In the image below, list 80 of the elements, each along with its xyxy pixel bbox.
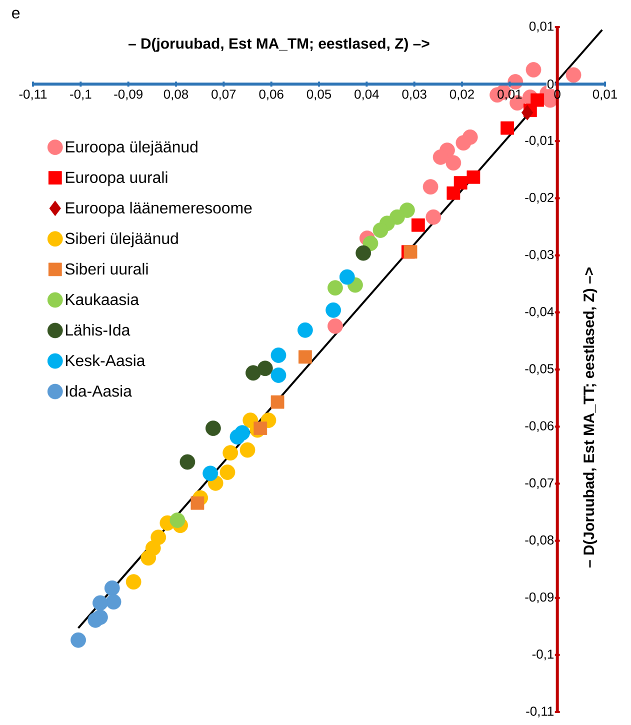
x-tick-label: -0,11 (19, 90, 47, 100)
x-tick-label: 0,02 (450, 90, 474, 100)
y-tick-label: -0,02 (525, 192, 554, 204)
point (190, 496, 204, 510)
point (270, 368, 286, 383)
x-tick-label: 0,06 (259, 90, 284, 100)
legend-label: Lähis-Ida (66, 324, 130, 336)
point (240, 442, 256, 458)
y-tick-label: -0,04 (525, 307, 554, 318)
legend-label: Euroopa ülejäänud (66, 140, 198, 156)
point (106, 594, 122, 610)
point (270, 395, 284, 409)
legend-label: Euroopa läänemeresoome (66, 202, 252, 217)
point (202, 466, 218, 482)
point (422, 179, 438, 195)
point (180, 454, 196, 470)
point (104, 580, 120, 596)
x-axis-title: – D(joruubad, Est MA_TM; eestlased, Z) –> (128, 38, 430, 52)
x-tick-label: 0,03 (402, 90, 426, 100)
y-tick-label: -0,01 (525, 136, 554, 147)
y-tick-label: -0,07 (525, 478, 554, 490)
x-tick-label: 0,07 (212, 90, 236, 100)
legend-label: Kesk-Aasia (66, 354, 146, 366)
point (298, 350, 312, 364)
point (88, 612, 104, 628)
y-tick-label: -0,11 (526, 706, 554, 718)
x-tick-label: 0,05 (306, 90, 332, 100)
legend-label: Siberi uurali (65, 262, 148, 275)
point (297, 322, 313, 338)
point (566, 67, 582, 83)
legend-label: Euroopa uurali (66, 171, 168, 186)
y-tick-label: -0,09 (525, 592, 554, 604)
point (446, 155, 462, 171)
y-tick-label: -0,08 (525, 535, 554, 546)
point (466, 170, 480, 184)
y-tick-label: -0,06 (525, 421, 554, 432)
point (326, 302, 342, 318)
chart-title: e (12, 10, 20, 19)
x-tick-label: -0,1 (70, 90, 92, 100)
point (246, 365, 261, 381)
point (222, 445, 238, 461)
y-tick-label: -0,05 (525, 364, 554, 375)
point (254, 422, 268, 435)
y-tick-label: 0 (547, 79, 554, 89)
point (411, 218, 425, 232)
point (426, 209, 442, 225)
point (356, 245, 372, 261)
x-tick-label: 0,01 (592, 90, 617, 100)
point (404, 245, 418, 259)
legend-label: Kaukaasia (66, 293, 140, 306)
point (220, 464, 236, 480)
point (372, 222, 388, 238)
x-tick-label: 0,08 (164, 90, 188, 100)
point (170, 512, 186, 528)
point (521, 104, 534, 120)
legend-label: Ida-Aasia (66, 385, 132, 397)
point (140, 550, 156, 566)
point (230, 429, 246, 445)
point (339, 269, 355, 285)
point (205, 420, 221, 436)
point (270, 348, 286, 363)
legend-label: Siberi ülejäänud (65, 232, 178, 248)
x-tick-label: -0,09 (114, 90, 142, 100)
point (446, 186, 460, 200)
point (456, 135, 472, 151)
y-tick-label: -0,03 (525, 250, 554, 261)
point (328, 280, 343, 296)
point (500, 121, 514, 135)
point (432, 149, 448, 165)
x-tick-label: 0,01 (498, 90, 522, 100)
point (126, 574, 142, 590)
y-axis-title: – D(Joruubad, Est MA_TT; eestlased, Z) –> (583, 268, 598, 568)
point (70, 632, 86, 648)
point (526, 62, 542, 78)
point (328, 318, 343, 334)
y-tick-label: -0,1 (532, 650, 554, 660)
point (257, 360, 273, 376)
x-tick-label: 0,04 (354, 90, 379, 100)
point (92, 595, 108, 611)
y-tick-label: 0,01 (529, 22, 554, 32)
